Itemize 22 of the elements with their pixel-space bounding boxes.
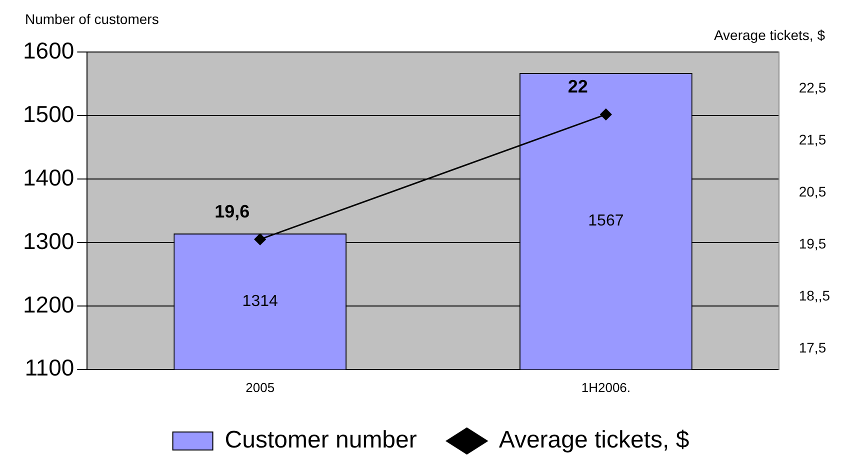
- y2-tick-label: 18,,5: [798, 287, 830, 304]
- y-tick-label: 1300: [22, 228, 74, 254]
- y-tick-label: 1500: [22, 100, 74, 127]
- y-tick-label: 1200: [22, 291, 74, 318]
- data-label: 19,6: [214, 201, 250, 222]
- legend-label: Customer number: [224, 426, 417, 454]
- data-label: 1314: [242, 292, 278, 310]
- y2-tick-label: 20,5: [798, 183, 826, 200]
- y-tick-label: 1400: [22, 164, 74, 190]
- y-tick-label: 1100: [24, 354, 74, 381]
- y2-tick-label: 19,5: [798, 235, 826, 252]
- data-label: 1567: [588, 212, 624, 230]
- x-tick-label: 2005: [246, 380, 275, 395]
- y2-tick-label: 21,5: [798, 131, 826, 148]
- y2-tick-label: 17,5: [798, 339, 826, 356]
- data-label: 22: [568, 76, 588, 96]
- y-axis-title: Number of customers: [25, 11, 159, 27]
- legend-label: Average tickets, $: [498, 426, 690, 454]
- y-tick-label: 1600: [22, 37, 74, 64]
- y2-axis-title: Average tickets, $: [714, 27, 826, 43]
- x-tick-label: 1H2006.: [581, 380, 631, 395]
- y2-tick-label: 22,5: [798, 79, 826, 96]
